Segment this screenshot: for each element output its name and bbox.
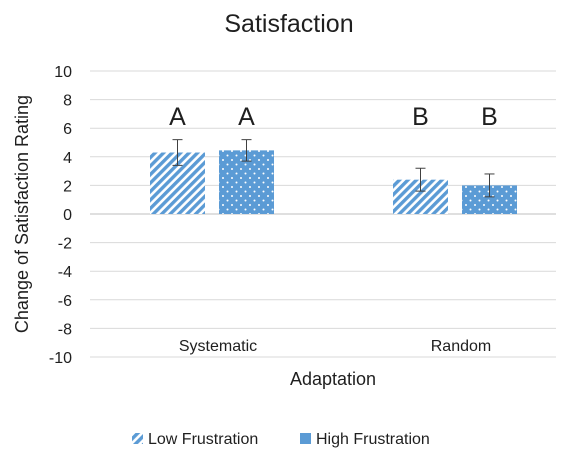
x-axis-categories: Systematic Random <box>179 338 491 355</box>
y-tick-label: 2 <box>63 178 72 195</box>
error-bars <box>172 139 495 198</box>
y-tick-label: -2 <box>58 236 72 253</box>
significance-letter: A <box>238 103 255 131</box>
y-tick-label: 6 <box>63 121 72 138</box>
y-axis-ticks: 10 8 6 4 2 0 -2 -4 -6 -8 -10 <box>49 64 72 367</box>
bars <box>150 150 517 214</box>
y-tick-label: 10 <box>54 64 72 81</box>
y-tick-label: 8 <box>63 93 72 110</box>
significance-letter: B <box>481 103 498 131</box>
y-tick-label: -10 <box>49 350 72 367</box>
y-tick-label: -4 <box>58 264 72 281</box>
x-axis-label: Adaptation <box>290 369 376 389</box>
y-tick-label: 4 <box>63 150 72 167</box>
significance-letter: B <box>412 103 429 131</box>
legend-label: Low Frustration <box>148 431 258 448</box>
x-category-label: Random <box>431 338 491 355</box>
x-category-label: Systematic <box>179 338 257 355</box>
legend-swatch <box>300 433 311 444</box>
y-tick-label: 0 <box>63 207 72 224</box>
significance-letter: A <box>169 103 186 131</box>
legend: Low Frustration High Frustration <box>132 431 430 448</box>
y-tick-label: -6 <box>58 293 72 310</box>
y-tick-label: -8 <box>58 321 72 338</box>
legend-label: High Frustration <box>316 431 430 448</box>
chart-title: Satisfaction <box>224 10 353 38</box>
y-axis-label: Change of Satisfaction Rating <box>12 95 32 333</box>
legend-swatch <box>132 433 143 444</box>
